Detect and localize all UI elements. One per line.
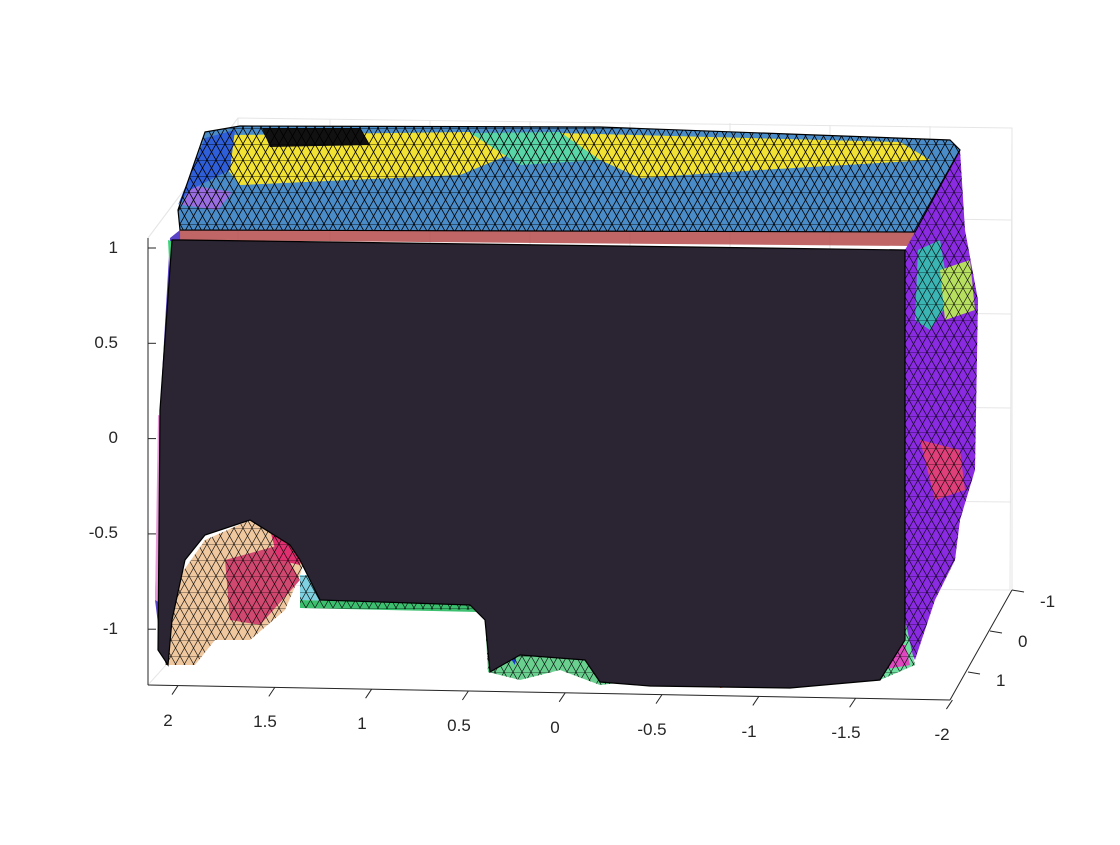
axis-ticks: [148, 247, 1025, 710]
x-tick-label: -0.5: [637, 720, 666, 739]
x-tick-mark: [558, 692, 566, 703]
mesh-object: [155, 125, 978, 689]
x-tick-label: 1.5: [253, 712, 277, 731]
x-tick-mark: [945, 699, 953, 710]
y-tick-label: -1: [1040, 592, 1055, 611]
z-tick-label: -1: [103, 619, 118, 638]
x-tick-label: 0: [550, 718, 559, 737]
y-tick-mark: [1011, 589, 1025, 593]
z-tick-label: 1: [109, 238, 118, 257]
x-tick-mark: [849, 697, 857, 708]
x-tick-mark: [752, 696, 760, 706]
x-tick-label: 1: [357, 714, 366, 733]
y-tick-label: 1: [996, 671, 1005, 690]
y-tick-label: 0: [1018, 632, 1027, 651]
x-axis: 2 1.5 1 0.5 0 -0.5 -1 -1.5 -2: [163, 711, 949, 744]
x-tick-label: -2: [934, 725, 949, 744]
x-tick-mark: [268, 687, 276, 697]
axes: [147, 238, 1013, 701]
x-tick-label: 0.5: [447, 716, 471, 735]
y-axis: -1 0 1: [996, 592, 1055, 690]
x-tick-label: -1.5: [831, 723, 860, 742]
x-tick-label: 2: [163, 711, 172, 730]
z-tick-label: 0.5: [94, 333, 118, 352]
y-tick-mark: [989, 630, 1003, 634]
z-tick-label: 0: [109, 428, 118, 447]
x-tick-mark: [655, 694, 663, 704]
x-tick-mark: [365, 688, 373, 699]
y-tick-mark: [967, 671, 981, 675]
x-tick-mark: [171, 685, 179, 695]
x-tick-mark: [461, 690, 469, 701]
x-tick-label: -1: [741, 722, 756, 741]
z-tick-label: -0.5: [89, 523, 118, 542]
z-axis: 1 0.5 0 -0.5 -1: [89, 238, 118, 638]
